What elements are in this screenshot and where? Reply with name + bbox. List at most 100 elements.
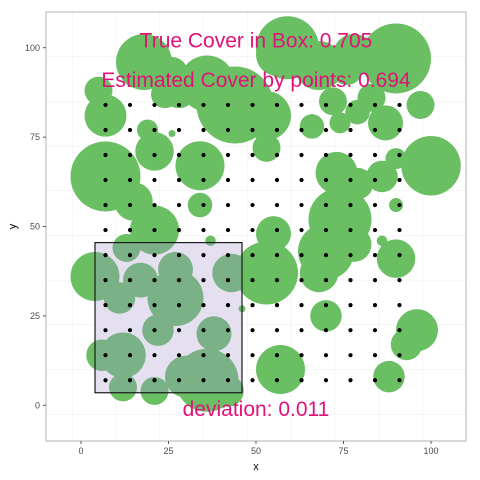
sample-point (323, 177, 329, 183)
sample-point (397, 102, 402, 108)
y-axis-title: y (7, 223, 19, 229)
sample-point (250, 127, 255, 133)
sample-point (250, 227, 255, 233)
sample-point (103, 102, 108, 108)
sample-point (152, 102, 157, 108)
sample-point (372, 278, 378, 283)
x-axis-ticks: 0 25 50 75 100 (78, 441, 439, 456)
cover-circle-in-box (123, 262, 158, 298)
sample-point (323, 102, 329, 108)
sample-point (372, 303, 378, 308)
sample-point (274, 353, 280, 358)
sample-point (103, 378, 108, 383)
sample-point (152, 253, 157, 258)
y-tick-label: 50 (30, 222, 40, 232)
sample-point (397, 253, 402, 258)
sample-point (127, 328, 133, 333)
x-tick-label: 100 (423, 446, 438, 456)
sample-point (127, 152, 133, 158)
sample-point (225, 278, 231, 283)
sample-point (397, 328, 402, 333)
sample-point (250, 253, 255, 258)
sample-point (152, 177, 157, 183)
sample-point (299, 177, 304, 183)
cover-circle (242, 91, 291, 141)
sample-point (274, 152, 280, 158)
sample-point (323, 202, 329, 208)
cover-circle (373, 360, 405, 393)
sample-point (372, 378, 378, 383)
cover-circle-in-box (158, 251, 193, 287)
sample-point (274, 303, 280, 308)
cover-circle (294, 41, 344, 91)
sample-point (372, 328, 378, 333)
sample-point (201, 378, 206, 383)
sample-point (250, 378, 255, 383)
sample-point (372, 227, 378, 233)
cover-circle (310, 300, 342, 332)
sample-point (225, 378, 231, 383)
sample-point (299, 253, 304, 258)
sample-point (103, 303, 108, 308)
cover-circle (84, 76, 113, 105)
sample-point (323, 278, 329, 283)
sample-point (201, 177, 206, 183)
sample-point (372, 253, 378, 258)
sample-point (201, 227, 206, 233)
sample-point (323, 303, 329, 308)
cover-circle (175, 141, 225, 191)
sample-point (152, 378, 157, 383)
sample-point (274, 253, 280, 258)
y-tick-label: 75 (30, 132, 40, 142)
sample-point (176, 278, 182, 283)
sample-point (103, 177, 108, 183)
cover-circle (84, 94, 127, 137)
sample-point (152, 328, 157, 333)
sample-point (103, 152, 108, 158)
sample-point (348, 303, 353, 308)
sample-point (201, 152, 206, 158)
cover-circle (376, 239, 416, 278)
sample-points (103, 102, 402, 383)
annotations: True Cover in Box: 0.705 Estimated Cover … (101, 30, 411, 421)
sample-point (152, 353, 157, 358)
sample-point (225, 227, 231, 233)
sample-point (201, 328, 206, 333)
sample-point (176, 303, 182, 308)
cover-circle (168, 130, 176, 138)
sample-point (323, 127, 329, 133)
sample-point (397, 177, 402, 183)
sample-point (274, 127, 280, 133)
sample-point (274, 202, 280, 208)
sample-point (299, 102, 304, 108)
sample-point (323, 353, 329, 358)
sample-point (397, 152, 402, 158)
sample-point (299, 378, 304, 383)
sample-point (127, 303, 133, 308)
sample-point (127, 378, 133, 383)
sample-point (274, 227, 280, 233)
sample-point (323, 227, 329, 233)
sample-point (348, 227, 353, 233)
sample-point (323, 253, 329, 258)
sample-point (250, 152, 255, 158)
cover-circle (135, 132, 174, 171)
sample-point (397, 303, 402, 308)
sample-point (299, 303, 304, 308)
sample-point (299, 152, 304, 158)
y-tick-label: 0 (35, 400, 40, 410)
cover-circle-in-box (212, 253, 242, 293)
sample-point (225, 127, 231, 133)
cover-circle (401, 135, 461, 196)
sample-point (250, 303, 255, 308)
cover-circle (299, 253, 339, 293)
sample-point (176, 328, 182, 333)
sample-point (127, 253, 133, 258)
sample-point (323, 378, 329, 383)
cover-circle-in-box (112, 242, 141, 262)
sample-point (225, 253, 231, 258)
sample-point (225, 152, 231, 158)
sample-point (323, 152, 329, 158)
sample-point (397, 227, 402, 233)
sample-point (152, 127, 157, 133)
